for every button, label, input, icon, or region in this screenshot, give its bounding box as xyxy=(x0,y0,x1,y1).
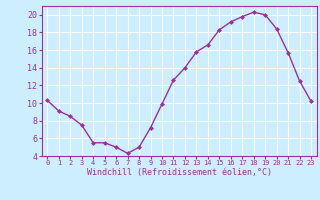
X-axis label: Windchill (Refroidissement éolien,°C): Windchill (Refroidissement éolien,°C) xyxy=(87,168,272,177)
